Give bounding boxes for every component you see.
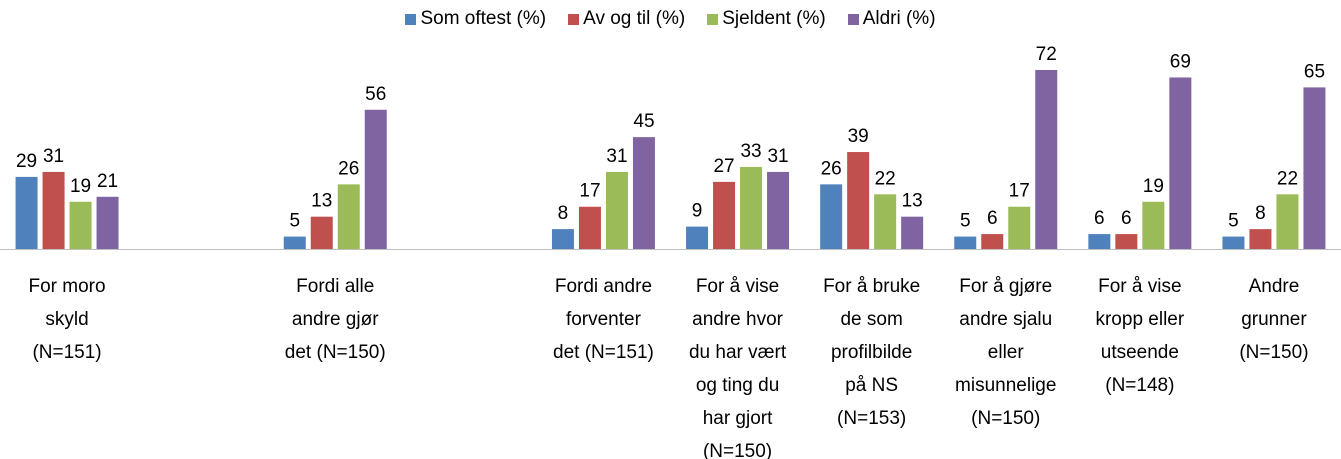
legend-item: Av og til (%): [568, 8, 685, 30]
data-label: 19: [70, 176, 91, 197]
data-label: 26: [821, 158, 842, 179]
bar: [686, 226, 709, 249]
bar: [847, 152, 870, 249]
x-tick-label: For å vise andre hvor du har vært og tin…: [688, 276, 787, 459]
x-tick-label: For å bruke de som profilbilde på NS (N=…: [823, 276, 921, 429]
legend-swatch: [707, 13, 719, 25]
data-label: 22: [875, 168, 896, 189]
bar: [1249, 229, 1272, 249]
data-label: 26: [338, 158, 359, 179]
legend-label: Av og til (%): [583, 8, 686, 29]
bar: [740, 166, 763, 249]
data-label: 5: [960, 211, 971, 232]
data-label: 72: [1036, 44, 1057, 65]
data-label: 5: [1228, 211, 1239, 232]
bar: [632, 137, 655, 249]
bar: [551, 229, 574, 249]
data-label: 19: [1143, 176, 1164, 197]
bar: [767, 171, 790, 249]
legend-label: Sjeldent (%): [722, 8, 826, 29]
data-label: 31: [606, 146, 627, 167]
data-label: 6: [987, 208, 998, 229]
bar: [901, 216, 924, 249]
data-label: 8: [558, 203, 569, 224]
legend-item: Aldri (%): [847, 8, 936, 30]
bar: [1115, 234, 1138, 249]
data-label: 31: [43, 146, 64, 167]
x-tick-label: For å vise kropp eller utseende (N=148): [1095, 276, 1185, 396]
x-tick-label: Andre grunner (N=150): [1239, 276, 1309, 363]
legend-swatch: [568, 13, 580, 25]
data-label: 31: [767, 146, 788, 167]
bar: [1276, 194, 1299, 249]
bar: [96, 196, 119, 249]
bar: [337, 184, 360, 249]
legend: Som oftest (%) Av og til (%) Sjeldent (%) A…: [0, 8, 1341, 30]
data-label: 45: [633, 111, 654, 132]
bar: [364, 109, 387, 250]
legend-swatch: [405, 13, 417, 25]
data-label: 9: [692, 201, 703, 222]
bar: [1088, 234, 1111, 249]
data-label: 56: [365, 84, 386, 105]
bar: [1142, 201, 1165, 249]
data-label: 17: [579, 181, 600, 202]
bar: [15, 176, 38, 249]
data-label: 21: [97, 171, 118, 192]
bar: [1035, 70, 1058, 249]
data-label: 22: [1277, 168, 1298, 189]
bar: [1303, 87, 1326, 250]
data-label: 6: [1121, 208, 1132, 229]
data-label: 17: [1009, 181, 1030, 202]
bar: [69, 201, 92, 249]
x-tick-label: Fordi andre forventer det (N=151): [553, 276, 654, 363]
data-label: 13: [311, 191, 332, 212]
data-label: 39: [848, 126, 869, 147]
bar: [874, 194, 897, 249]
legend-label: Aldri (%): [862, 8, 936, 29]
data-label: 6: [1094, 208, 1105, 229]
data-label: 8: [1255, 203, 1266, 224]
data-label: 65: [1304, 61, 1325, 82]
bar: [981, 234, 1004, 249]
data-label: 5: [289, 211, 300, 232]
bar: [1169, 77, 1192, 249]
bar: [1222, 236, 1245, 249]
data-label: 69: [1170, 51, 1191, 72]
legend-label: Som oftest (%): [420, 8, 547, 29]
bar: [578, 206, 601, 249]
bar: [605, 171, 628, 249]
bar: [310, 216, 333, 249]
bar: [283, 236, 306, 249]
data-label: 33: [740, 141, 761, 162]
bar: [42, 171, 65, 249]
legend-item: Som oftest (%): [405, 8, 546, 30]
bar: [1008, 206, 1031, 249]
bar: [713, 181, 736, 249]
legend-item: Sjeldent (%): [707, 8, 826, 30]
legend-swatch: [847, 13, 859, 25]
bar: [820, 184, 843, 249]
data-label: 27: [713, 156, 734, 177]
x-tick-label: For moro skyld (N=151): [28, 276, 106, 363]
data-label: 29: [16, 151, 37, 172]
x-tick-label: Fordi alle andre gjør det (N=150): [284, 276, 386, 363]
data-label: 13: [902, 191, 923, 212]
x-tick-label: For å gjøre andre sjalu eller misunnelig…: [955, 276, 1057, 429]
bar: [954, 236, 977, 249]
